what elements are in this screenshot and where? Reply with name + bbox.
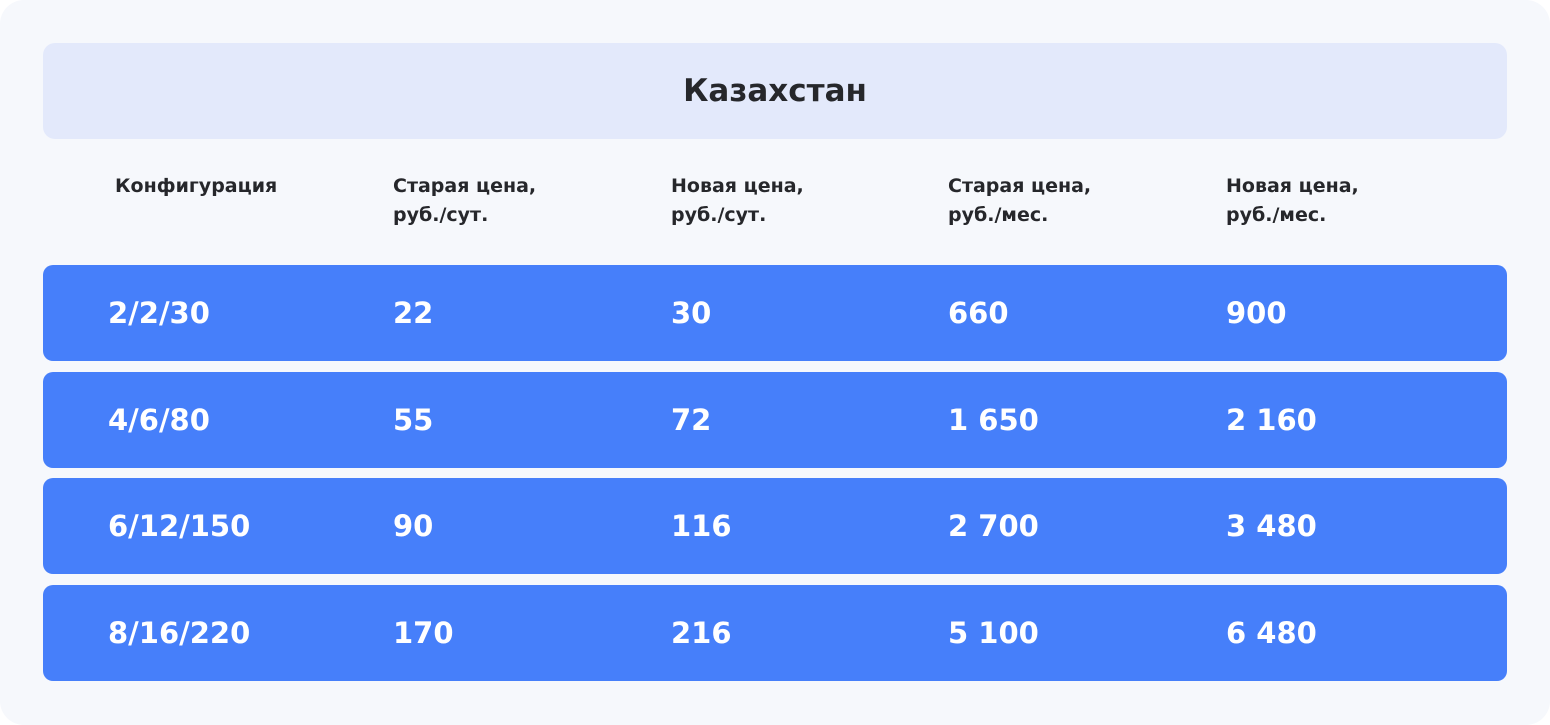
- column-header-new-price-month: Новая цена, руб./мес.: [1226, 175, 1359, 226]
- cell-old-price-month: 660: [948, 296, 1009, 330]
- cell-configuration: 6/12/150: [108, 509, 251, 543]
- cell-new-price-day: 72: [671, 403, 712, 437]
- table-row: 4/6/80 55 72 1 650 2 160: [43, 372, 1507, 468]
- column-header-old-price-day: Старая цена, руб./сут.: [393, 175, 537, 226]
- cell-configuration: 8/16/220: [108, 616, 251, 650]
- column-header-old-price-month: Старая цена, руб./мес.: [948, 175, 1092, 226]
- column-header-configuration: Конфигурация: [115, 175, 278, 197]
- cell-new-price-month: 2 160: [1226, 403, 1317, 437]
- cell-old-price-day: 170: [393, 616, 454, 650]
- cell-new-price-day: 116: [671, 509, 732, 543]
- cell-new-price-month: 6 480: [1226, 616, 1317, 650]
- column-header-new-price-day: Новая цена, руб./сут.: [671, 175, 804, 226]
- cell-old-price-month: 2 700: [948, 509, 1039, 543]
- cell-new-price-day: 30: [671, 296, 712, 330]
- cell-new-price-day: 216: [671, 616, 732, 650]
- cell-old-price-day: 22: [393, 296, 434, 330]
- cell-configuration: 4/6/80: [108, 403, 210, 437]
- cell-old-price-month: 5 100: [948, 616, 1039, 650]
- cell-old-price-day: 55: [393, 403, 434, 437]
- cell-configuration: 2/2/30: [108, 296, 210, 330]
- cell-new-price-month: 3 480: [1226, 509, 1317, 543]
- cell-new-price-month: 900: [1226, 296, 1287, 330]
- table-row: 2/2/30 22 30 660 900: [43, 265, 1507, 361]
- title-bar: Казахстан: [43, 43, 1507, 139]
- cell-old-price-day: 90: [393, 509, 434, 543]
- table-row: 8/16/220 170 216 5 100 6 480: [43, 585, 1507, 681]
- table-title: Казахстан: [683, 73, 867, 109]
- table-row: 6/12/150 90 116 2 700 3 480: [43, 478, 1507, 574]
- cell-old-price-month: 1 650: [948, 403, 1039, 437]
